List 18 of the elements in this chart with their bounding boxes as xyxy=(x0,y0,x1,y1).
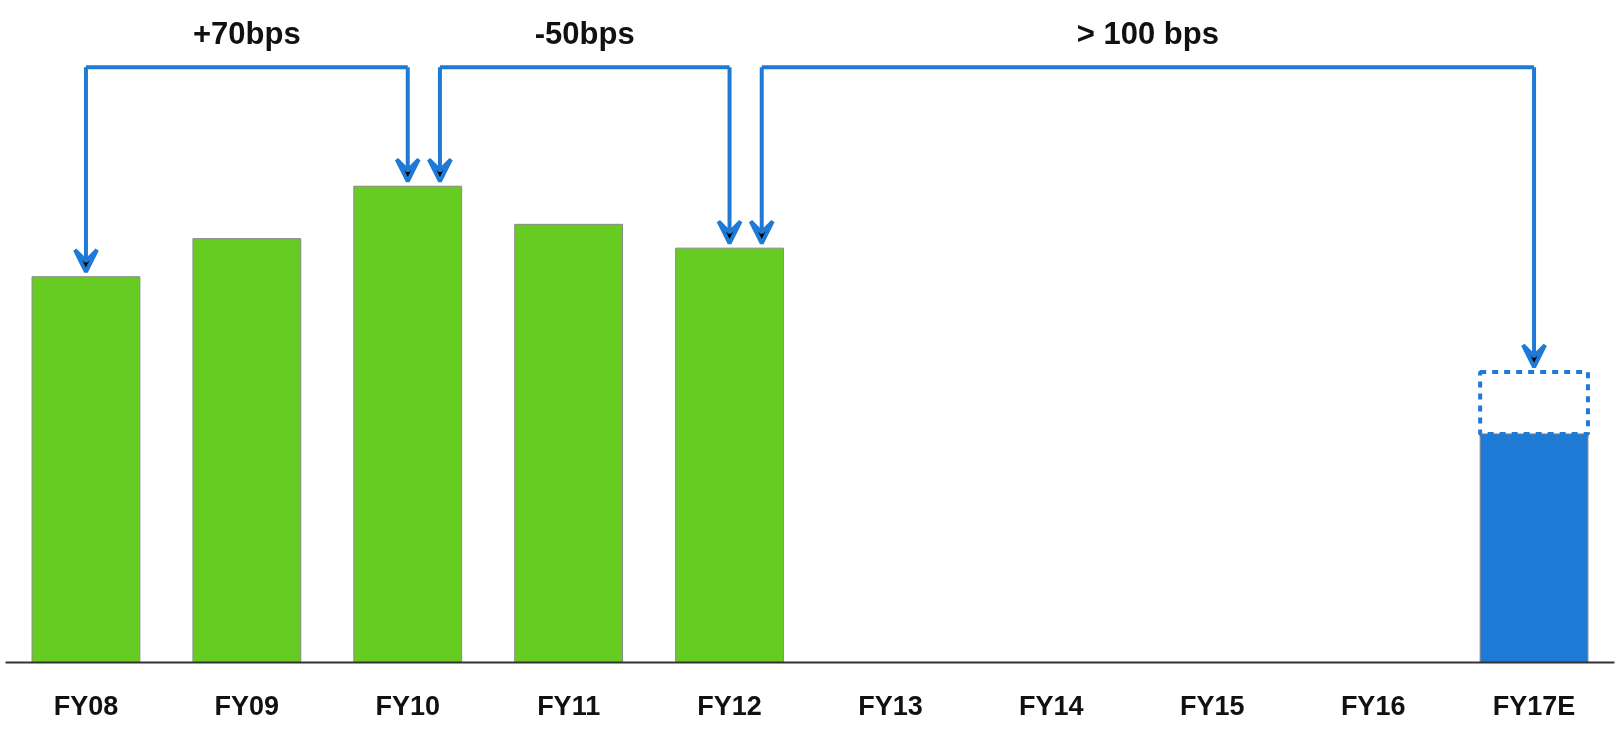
bar xyxy=(353,185,463,663)
text: > 100 bps xyxy=(1076,15,1219,51)
bar xyxy=(514,223,624,663)
x-tick-label: FY17E xyxy=(1492,690,1576,721)
x-tick-label: FY15 xyxy=(1179,690,1245,721)
x-tick-label: FY12 xyxy=(697,690,762,721)
x-tick-label: FY09 xyxy=(214,690,280,721)
bar xyxy=(675,247,784,663)
x-tick-label: FY08 xyxy=(53,690,119,721)
x-tick-label: FY14 xyxy=(1019,690,1084,721)
bar xyxy=(192,238,302,663)
bar xyxy=(31,276,141,663)
x-tick-label: FY16 xyxy=(1340,690,1406,721)
x-tick-label: FY11 xyxy=(537,690,601,721)
x-tick-label: FY13 xyxy=(858,690,923,721)
text: -50bps xyxy=(534,15,635,51)
text: +70bps xyxy=(193,15,301,51)
x-tick-label: FY10 xyxy=(375,690,441,721)
